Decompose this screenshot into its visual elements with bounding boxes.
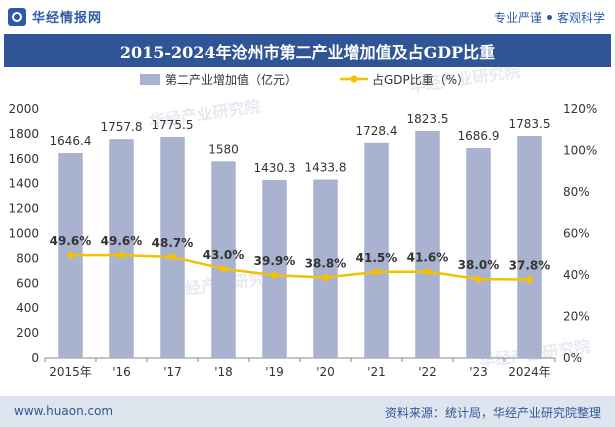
x-tick-label: '19 — [265, 365, 284, 379]
line-value-label: 49.6% — [101, 234, 143, 248]
y-right-tick-label: 20% — [563, 310, 590, 324]
bar — [211, 161, 236, 358]
y-left-tick-label: 1200 — [8, 202, 39, 216]
bar — [415, 130, 440, 358]
line-point — [475, 275, 482, 283]
line-value-label: 41.5% — [356, 251, 398, 265]
y-left-tick-label: 1600 — [8, 152, 39, 166]
slogan-right: 客观科学 — [556, 11, 605, 25]
line-value-label: 39.9% — [254, 254, 296, 268]
bar — [517, 135, 542, 358]
top-bar: 华经情报网 专业严谨 客观科学 — [0, 0, 615, 34]
x-tick-label: '18 — [214, 365, 233, 379]
bar-value-label: 1775.5 — [152, 118, 194, 132]
source-note: 资料来源：统计局，华经产业研究院整理 — [384, 406, 601, 420]
line-point — [373, 268, 380, 276]
brand-logo-icon — [8, 7, 26, 26]
line-point — [169, 253, 176, 261]
y-right-tick-label: 60% — [563, 227, 590, 241]
line-value-label: 38.8% — [305, 256, 347, 270]
line-point — [424, 268, 431, 276]
y-left-tick-label: 0 — [31, 351, 39, 365]
line-path — [70, 253, 530, 281]
bar — [364, 142, 389, 358]
y-left-tick-label: 800 — [16, 251, 39, 265]
line-series: 49.6% 49.6% 48.7% 43.0% 39.9% 38.8% 41.5% 41.6%… — [50, 234, 551, 284]
line-point — [322, 273, 329, 281]
line-point — [67, 251, 74, 259]
x-tick-label: '20 — [316, 365, 335, 379]
bar — [313, 179, 338, 358]
y-left-tick-label: 1400 — [8, 177, 39, 191]
line-value-label: 38.0% — [458, 258, 500, 272]
website-link[interactable]: www.huaon.com — [14, 404, 114, 418]
line-value-label: 49.6% — [50, 234, 92, 248]
legend-bar-label: 第二产业增加值（亿元） — [165, 72, 297, 87]
bar — [160, 136, 185, 358]
chart-title: 2015-2024年沧州市第二产业增加值及占GDP比重 — [119, 42, 496, 62]
line-value-label: 37.8% — [509, 259, 551, 273]
y-left-tick-label: 1800 — [8, 127, 39, 141]
legend-bar-swatch — [140, 74, 160, 85]
line-point — [220, 265, 227, 273]
line-value-label: 41.6% — [407, 251, 449, 265]
axes: 0 200 400 600 800 1000 1200 1400 1600 1800 2000 0% 2… — [8, 102, 597, 379]
y-left-tick-label: 200 — [16, 326, 39, 340]
y-left-tick-label: 400 — [16, 301, 39, 315]
legend-line-marker — [350, 75, 358, 83]
bar-value-label: 1686.9 — [458, 129, 500, 143]
x-tick-label: '16 — [112, 365, 131, 379]
slogan-left: 专业严谨 — [493, 11, 542, 25]
x-tick-label: '21 — [367, 365, 386, 379]
x-tick-label: 2015年 — [49, 365, 92, 379]
chart: 华经产业研究院华经产业研究院华经产业研究院华经产业研究院 第二产业增加值（亿元）… — [8, 67, 597, 379]
line-point — [271, 271, 278, 279]
bullet-icon — [546, 15, 552, 20]
bar-value-label: 1430.3 — [254, 161, 296, 175]
bar-value-label: 1580 — [208, 142, 239, 156]
x-tick-label: 2024年 — [508, 365, 551, 379]
x-tick-label: '23 — [469, 365, 488, 379]
y-right-tick-label: 120% — [563, 102, 597, 116]
y-right-tick-label: 40% — [563, 268, 590, 282]
line-value-label: 48.7% — [152, 236, 194, 250]
y-right-tick-label: 100% — [563, 144, 597, 158]
line-point — [118, 251, 125, 259]
title-bar: 2015-2024年沧州市第二产业增加值及占GDP比重 — [4, 34, 611, 67]
line-point — [526, 276, 533, 284]
legend: 第二产业增加值（亿元） 占GDP比重（%） — [140, 72, 469, 87]
bar-value-label: 1823.5 — [407, 112, 449, 126]
bar-series: 1646.4 1757.8 1775.5 1580 1430.3 1433.8 1728.4… — [50, 112, 551, 358]
y-left-tick-label: 2000 — [8, 102, 39, 116]
x-tick-label: '17 — [163, 365, 182, 379]
y-right-tick-label: 80% — [563, 185, 590, 199]
brand-name: 华经情报网 — [32, 11, 103, 26]
bar-value-label: 1646.4 — [50, 134, 92, 148]
y-right-tick-label: 0% — [563, 351, 582, 365]
bar-value-label: 1757.8 — [101, 120, 143, 134]
legend-line-label: 占GDP比重（%） — [372, 72, 469, 87]
bar-value-label: 1728.4 — [356, 124, 398, 138]
bar — [262, 179, 287, 358]
bar-value-label: 1783.5 — [509, 117, 551, 131]
y-left-tick-label: 600 — [16, 276, 39, 290]
slogan: 专业严谨 客观科学 — [494, 9, 605, 26]
footer: www.huaon.com 资料来源：统计局，华经产业研究院整理 — [0, 396, 615, 427]
bar — [466, 147, 491, 358]
x-tick-label: '22 — [418, 365, 437, 379]
line-value-label: 43.0% — [203, 248, 245, 262]
y-left-tick-label: 1000 — [8, 227, 39, 241]
bar — [109, 139, 134, 358]
bar-value-label: 1433.8 — [305, 160, 347, 174]
brand: 华经情报网 — [8, 7, 102, 26]
